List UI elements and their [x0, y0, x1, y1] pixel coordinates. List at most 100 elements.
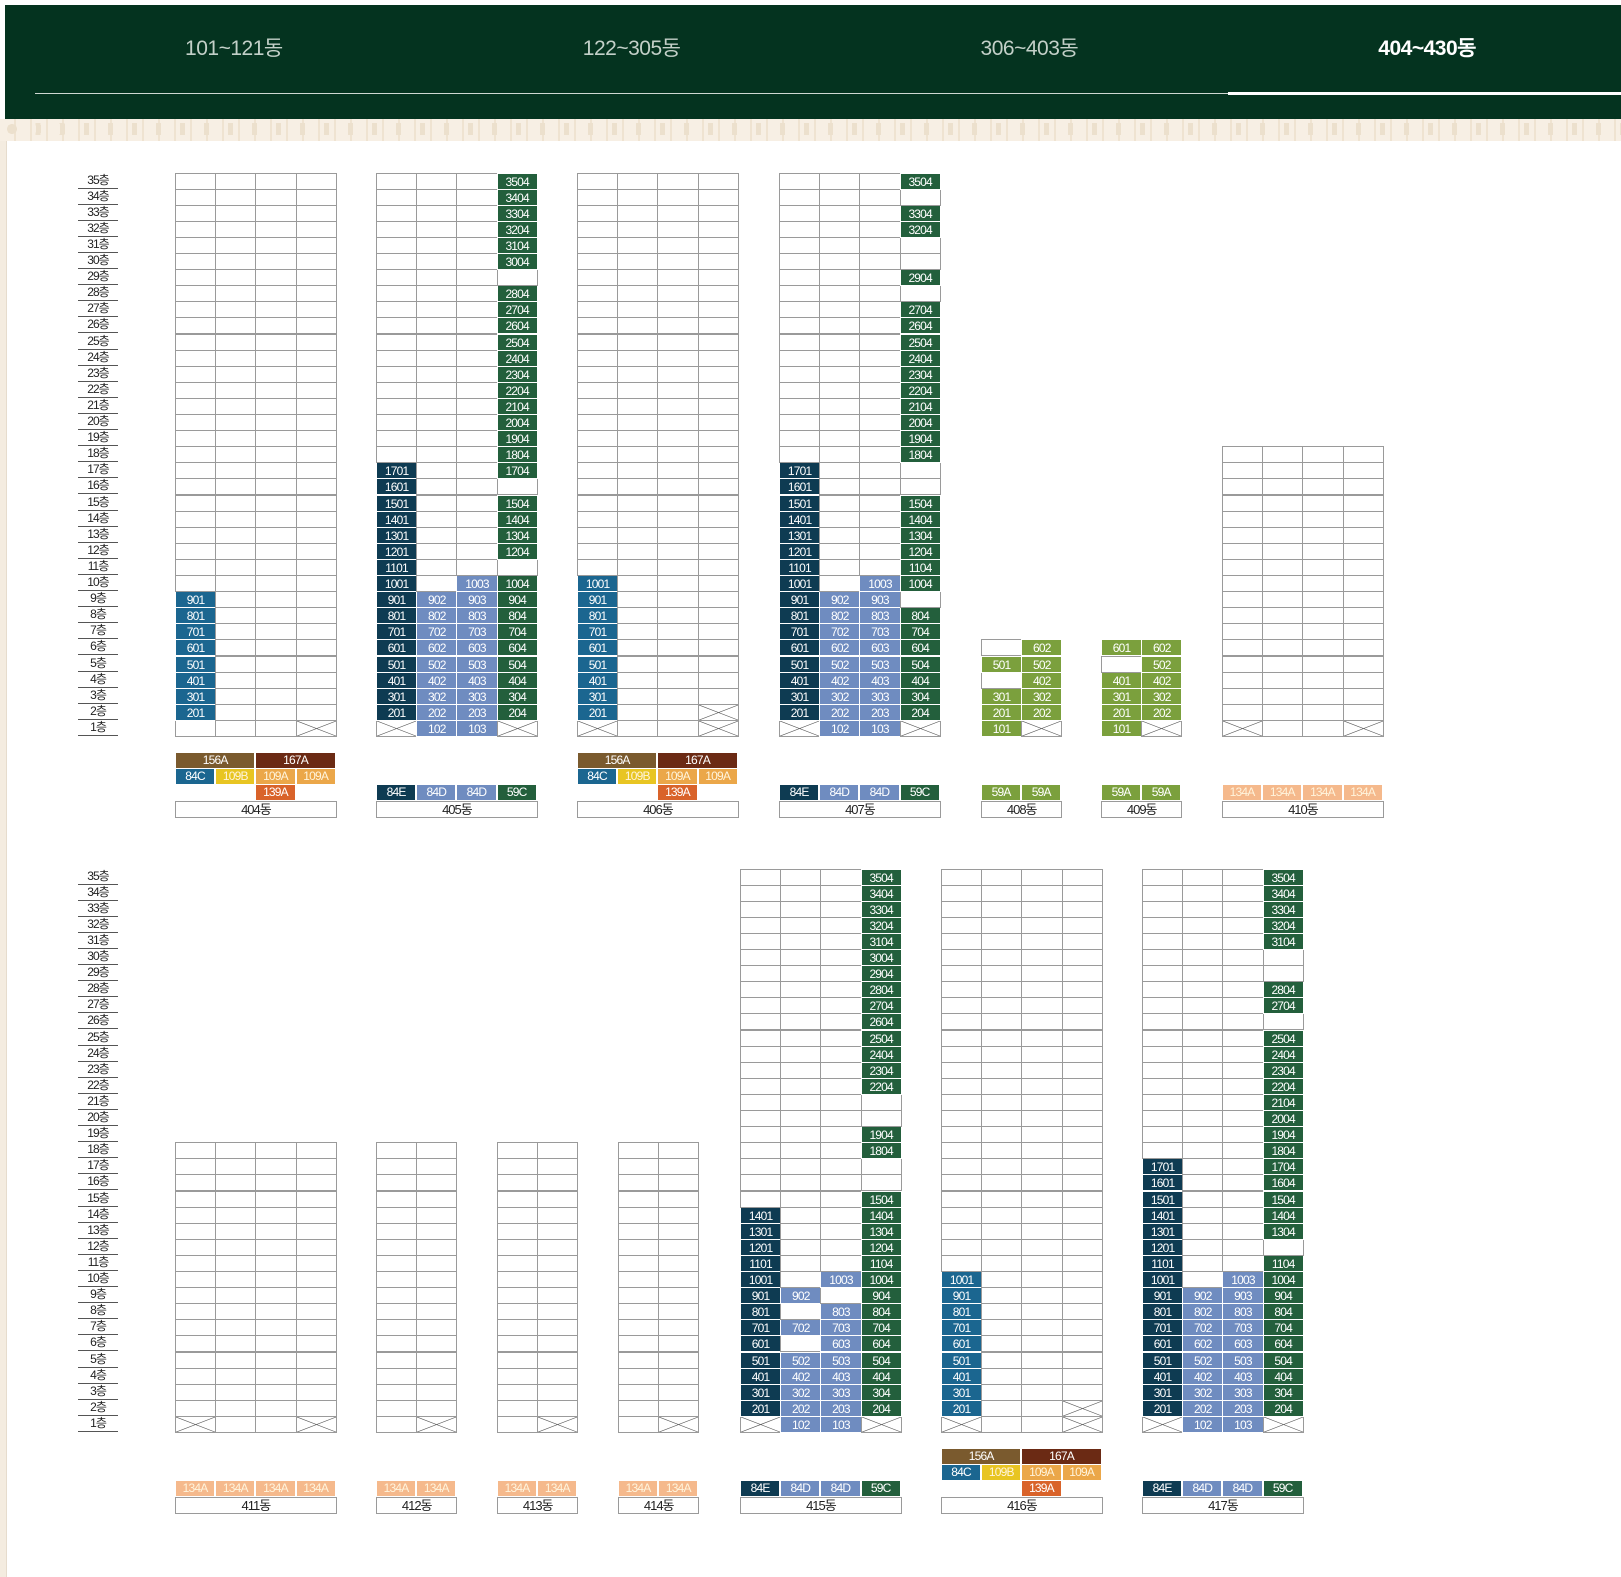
unit-cell[interactable]: 404: [1262, 1367, 1304, 1385]
unit-cell[interactable]: 702: [1182, 1319, 1224, 1337]
tab-101-121[interactable]: 101~121동: [185, 37, 283, 60]
unit-cell[interactable]: 601: [941, 1335, 983, 1353]
unit-cell[interactable]: 901: [376, 591, 418, 609]
unit-cell[interactable]: 1201: [376, 542, 418, 560]
unit-cell[interactable]: 202: [1182, 1399, 1224, 1417]
unit-cell[interactable]: 803: [1222, 1303, 1264, 1321]
unit-cell[interactable]: 2604: [496, 317, 538, 335]
unit-cell[interactable]: 901: [1142, 1287, 1184, 1305]
unit-cell[interactable]: 2504: [496, 333, 538, 351]
unit-cell[interactable]: 1701: [376, 462, 418, 480]
unit-cell[interactable]: 703: [456, 623, 498, 641]
unit-cell[interactable]: 1704: [496, 462, 538, 480]
unit-cell[interactable]: 804: [860, 1303, 902, 1321]
unit-cell[interactable]: 1003: [456, 575, 498, 593]
unit-cell[interactable]: 303: [1222, 1383, 1264, 1401]
unit-cell[interactable]: 603: [859, 639, 901, 657]
unit-cell[interactable]: 1904: [1262, 1126, 1304, 1144]
unit-cell[interactable]: 501: [740, 1351, 782, 1369]
unit-cell[interactable]: 501: [577, 655, 619, 673]
unit-cell[interactable]: 502: [1141, 655, 1183, 673]
unit-cell[interactable]: 804: [899, 607, 941, 625]
unit-cell[interactable]: 203: [456, 703, 498, 721]
unit-cell[interactable]: 402: [1141, 671, 1183, 689]
unit-cell[interactable]: 3104: [1262, 932, 1304, 950]
unit-cell[interactable]: 904: [860, 1287, 902, 1305]
unit-cell[interactable]: 1201: [1142, 1238, 1184, 1256]
unit-cell[interactable]: 1601: [376, 478, 418, 496]
unit-cell[interactable]: 1304: [860, 1222, 902, 1240]
unit-cell[interactable]: 704: [860, 1319, 902, 1337]
unit-cell[interactable]: 602: [416, 639, 458, 657]
unit-cell[interactable]: 2304: [496, 365, 538, 383]
unit-cell[interactable]: 804: [496, 607, 538, 625]
unit-cell[interactable]: 1001: [577, 575, 619, 593]
unit-cell[interactable]: 2404: [860, 1045, 902, 1063]
unit-cell[interactable]: 203: [1222, 1399, 1264, 1417]
unit-cell[interactable]: 202: [819, 703, 861, 721]
unit-cell[interactable]: 204: [496, 703, 538, 721]
unit-cell[interactable]: 303: [456, 687, 498, 705]
unit-cell[interactable]: 2804: [860, 981, 902, 999]
unit-cell[interactable]: 403: [456, 671, 498, 689]
unit-cell[interactable]: 703: [1222, 1319, 1264, 1337]
unit-cell[interactable]: 1004: [1262, 1271, 1304, 1289]
unit-cell[interactable]: 3104: [496, 236, 538, 254]
unit-cell[interactable]: 1001: [1142, 1271, 1184, 1289]
unit-cell[interactable]: 902: [780, 1287, 822, 1305]
unit-cell[interactable]: 2204: [1262, 1077, 1304, 1095]
unit-cell[interactable]: 301: [1101, 687, 1143, 705]
unit-cell[interactable]: 403: [820, 1367, 862, 1385]
unit-cell[interactable]: 1101: [376, 558, 418, 576]
unit-cell[interactable]: 103: [456, 719, 498, 737]
unit-cell[interactable]: 803: [820, 1303, 862, 1321]
unit-cell[interactable]: 1601: [1142, 1174, 1184, 1192]
unit-cell[interactable]: 401: [740, 1367, 782, 1385]
unit-cell[interactable]: 501: [175, 655, 217, 673]
unit-cell[interactable]: 1104: [1262, 1254, 1304, 1272]
unit-cell[interactable]: 2804: [1262, 981, 1304, 999]
unit-cell[interactable]: 201: [740, 1399, 782, 1417]
unit-cell[interactable]: 103: [820, 1415, 862, 1433]
unit-cell[interactable]: 203: [820, 1399, 862, 1417]
unit-cell[interactable]: 201: [175, 703, 217, 721]
unit-cell[interactable]: 202: [1021, 703, 1063, 721]
unit-cell[interactable]: 3004: [496, 253, 538, 271]
unit-cell[interactable]: 3504: [496, 172, 538, 190]
unit-cell[interactable]: 1401: [740, 1206, 782, 1224]
unit-cell[interactable]: 202: [1141, 703, 1183, 721]
unit-cell[interactable]: 1504: [496, 494, 538, 512]
unit-cell[interactable]: 903: [1222, 1287, 1264, 1305]
unit-cell[interactable]: 301: [175, 687, 217, 705]
unit-cell[interactable]: 201: [981, 703, 1023, 721]
unit-cell[interactable]: 1304: [496, 526, 538, 544]
unit-cell[interactable]: 1004: [899, 575, 941, 593]
unit-cell[interactable]: 202: [416, 703, 458, 721]
unit-cell[interactable]: 304: [860, 1383, 902, 1401]
unit-cell[interactable]: 1501: [1142, 1190, 1184, 1208]
unit-cell[interactable]: 903: [456, 591, 498, 609]
unit-cell[interactable]: 1001: [941, 1271, 983, 1289]
unit-cell[interactable]: 502: [1021, 655, 1063, 673]
unit-cell[interactable]: 1301: [740, 1222, 782, 1240]
unit-cell[interactable]: 603: [1222, 1335, 1264, 1353]
unit-cell[interactable]: 3304: [899, 204, 941, 222]
unit-cell[interactable]: 601: [779, 639, 821, 657]
unit-cell[interactable]: 201: [577, 703, 619, 721]
unit-cell[interactable]: 1004: [860, 1271, 902, 1289]
unit-cell[interactable]: 502: [819, 655, 861, 673]
unit-cell[interactable]: 602: [1182, 1335, 1224, 1353]
unit-cell[interactable]: 1701: [1142, 1158, 1184, 1176]
unit-cell[interactable]: 2704: [1262, 997, 1304, 1015]
unit-cell[interactable]: 102: [780, 1415, 822, 1433]
unit-cell[interactable]: 301: [376, 687, 418, 705]
unit-cell[interactable]: 201: [1101, 703, 1143, 721]
unit-cell[interactable]: 601: [1101, 639, 1143, 657]
unit-cell[interactable]: 1201: [740, 1238, 782, 1256]
unit-cell[interactable]: 1404: [860, 1206, 902, 1224]
unit-cell[interactable]: 401: [175, 671, 217, 689]
unit-cell[interactable]: 502: [416, 655, 458, 673]
unit-cell[interactable]: 3004: [860, 949, 902, 967]
unit-cell[interactable]: 1304: [899, 526, 941, 544]
unit-cell[interactable]: 1504: [899, 494, 941, 512]
